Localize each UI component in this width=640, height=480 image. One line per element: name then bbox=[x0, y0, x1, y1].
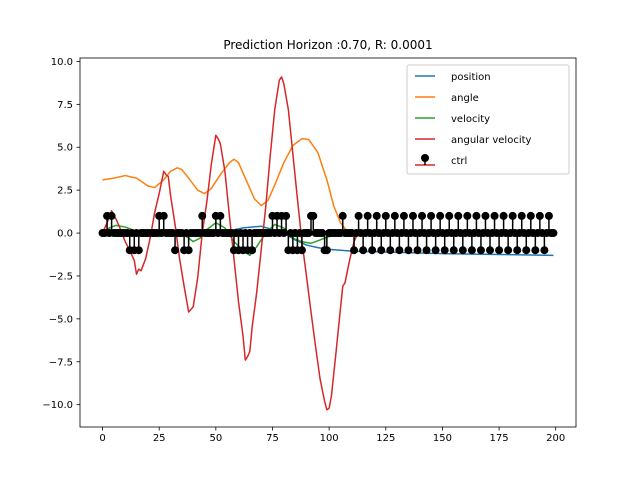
ctrl-marker bbox=[372, 211, 381, 220]
ctrl-marker bbox=[309, 211, 318, 220]
legend-label-position: position bbox=[451, 72, 491, 83]
series-line-angular-velocity bbox=[101, 76, 554, 411]
ctrl-marker bbox=[359, 246, 368, 255]
y-tick-label: −10.0 bbox=[42, 400, 73, 411]
ctrl-marker bbox=[184, 246, 193, 255]
ctrl-marker bbox=[381, 211, 390, 220]
ctrl-marker bbox=[418, 211, 427, 220]
ctrl-marker bbox=[304, 229, 313, 238]
ctrl-marker bbox=[463, 211, 472, 220]
x-tick-label: 0 bbox=[99, 433, 105, 444]
y-tick-label: 2.5 bbox=[57, 186, 73, 197]
ctrl-marker bbox=[499, 211, 508, 220]
series-stem-ctrl bbox=[98, 211, 558, 255]
ctrl-marker bbox=[198, 211, 207, 220]
ctrl-marker bbox=[377, 246, 386, 255]
ctrl-marker bbox=[495, 246, 504, 255]
ctrl-marker bbox=[458, 246, 467, 255]
ctrl-marker bbox=[549, 229, 558, 238]
ctrl-marker bbox=[531, 246, 540, 255]
ctrl-marker bbox=[134, 246, 143, 255]
ctrl-marker bbox=[297, 246, 306, 255]
ctrl-marker bbox=[522, 246, 531, 255]
ctrl-marker bbox=[440, 246, 449, 255]
ctrl-marker bbox=[338, 211, 347, 220]
ctrl-marker bbox=[350, 246, 359, 255]
y-axis: 10.0 7.5 5.0 2.5 0.0 −2.5 −5.0 −7.5 −10.0 bbox=[42, 57, 80, 411]
ctrl-marker bbox=[408, 211, 417, 220]
legend-label-angle: angle bbox=[451, 93, 479, 104]
ctrl-marker bbox=[248, 246, 257, 255]
y-tick-label: 7.5 bbox=[57, 100, 73, 111]
ctrl-marker bbox=[486, 246, 495, 255]
ctrl-marker bbox=[526, 211, 535, 220]
ctrl-marker bbox=[544, 211, 553, 220]
ctrl-marker bbox=[279, 229, 288, 238]
plot-area bbox=[98, 76, 558, 411]
legend-label-ctrl: ctrl bbox=[451, 156, 467, 167]
ctrl-marker bbox=[513, 246, 522, 255]
ctrl-marker bbox=[390, 211, 399, 220]
x-axis: 0 25 50 75 100 125 150 175 200 bbox=[99, 427, 565, 444]
ctrl-marker bbox=[413, 246, 422, 255]
ctrl-marker bbox=[422, 246, 431, 255]
legend: position angle velocity angular velocity ctr… bbox=[406, 64, 570, 175]
y-tick-label: −7.5 bbox=[49, 357, 73, 368]
x-tick-label: 150 bbox=[433, 433, 452, 444]
x-tick-label: 50 bbox=[209, 433, 222, 444]
ctrl-marker bbox=[472, 211, 481, 220]
ctrl-marker bbox=[431, 246, 440, 255]
ctrl-marker bbox=[282, 211, 291, 220]
ctrl-marker bbox=[318, 229, 327, 238]
x-tick-label: 125 bbox=[376, 433, 395, 444]
ctrl-marker bbox=[481, 211, 490, 220]
legend-label-velocity: velocity bbox=[451, 114, 490, 125]
x-tick-label: 25 bbox=[153, 433, 166, 444]
ctrl-marker bbox=[436, 211, 445, 220]
ctrl-marker bbox=[216, 211, 225, 220]
x-tick-label: 175 bbox=[490, 433, 509, 444]
ctrl-marker bbox=[517, 211, 526, 220]
x-tick-label: 75 bbox=[266, 433, 279, 444]
ctrl-marker bbox=[159, 211, 168, 220]
ctrl-marker bbox=[449, 246, 458, 255]
chart-title: Prediction Horizon :0.70, R: 0.0001 bbox=[223, 38, 432, 52]
ctrl-marker bbox=[540, 246, 549, 255]
ctrl-marker bbox=[322, 246, 331, 255]
ctrl-marker bbox=[454, 211, 463, 220]
legend-box bbox=[406, 64, 570, 175]
y-tick-label: 5.0 bbox=[57, 143, 73, 154]
ctrl-marker bbox=[427, 211, 436, 220]
x-tick-label: 200 bbox=[546, 433, 565, 444]
axes-border bbox=[79, 57, 577, 428]
ctrl-marker bbox=[107, 211, 116, 220]
ctrl-marker bbox=[445, 211, 454, 220]
y-tick-label: −5.0 bbox=[49, 314, 73, 325]
x-tick-label: 100 bbox=[320, 433, 339, 444]
ctrl-marker bbox=[171, 246, 180, 255]
series-group bbox=[98, 76, 558, 411]
y-tick-label: −2.5 bbox=[49, 271, 73, 282]
ctrl-marker bbox=[404, 246, 413, 255]
legend-label-angular-velocity: angular velocity bbox=[451, 135, 532, 146]
ctrl-marker bbox=[354, 211, 363, 220]
legend-handle-marker-ctrl bbox=[421, 154, 429, 162]
ctrl-marker bbox=[399, 211, 408, 220]
ctrl-marker bbox=[386, 246, 395, 255]
y-tick-label: 10.0 bbox=[51, 57, 73, 68]
ctrl-marker bbox=[363, 211, 372, 220]
ctrl-marker bbox=[368, 246, 377, 255]
y-tick-label: 0.0 bbox=[57, 229, 73, 240]
axes-frame bbox=[79, 57, 577, 428]
ctrl-marker bbox=[395, 246, 404, 255]
ctrl-marker bbox=[504, 246, 513, 255]
ctrl-marker bbox=[476, 246, 485, 255]
ctrl-marker bbox=[535, 211, 544, 220]
ctrl-marker bbox=[490, 211, 499, 220]
ctrl-marker bbox=[467, 246, 476, 255]
ctrl-marker bbox=[508, 211, 517, 220]
